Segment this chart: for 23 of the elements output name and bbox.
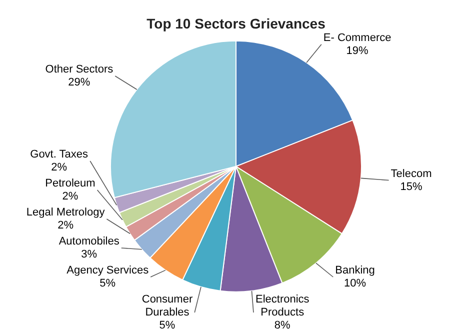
data-label: 15% xyxy=(400,180,423,193)
data-label: 29% xyxy=(68,76,90,89)
slice-label: Petroleum xyxy=(45,178,96,190)
slice-label: Banking xyxy=(335,264,375,277)
data-label: 2% xyxy=(58,220,74,232)
data-label: 10% xyxy=(344,278,366,290)
slice-label: Other Sectors xyxy=(45,64,114,76)
slice-label: Agency Services xyxy=(66,264,150,277)
slice-label: E- Commerce xyxy=(323,32,392,44)
data-label: 5% xyxy=(100,278,116,290)
data-label: 2% xyxy=(62,190,78,203)
slice-label: Automobiles xyxy=(58,236,120,248)
data-label: 19% xyxy=(346,44,369,57)
data-label: 8% xyxy=(274,320,291,332)
data-label: 5% xyxy=(159,320,176,332)
slice-label: Consumer Durables xyxy=(142,294,193,319)
slice-label: Telecom xyxy=(390,168,432,180)
data-label: 3% xyxy=(81,248,98,261)
slice-label: Electronics Products xyxy=(255,294,310,319)
slice-label: Govt. Taxes xyxy=(30,148,89,161)
data-label: 2% xyxy=(51,162,68,174)
slice-label: Legal Metrology xyxy=(26,206,106,219)
chart-title: Top 10 Sectors Grievances xyxy=(146,15,326,32)
